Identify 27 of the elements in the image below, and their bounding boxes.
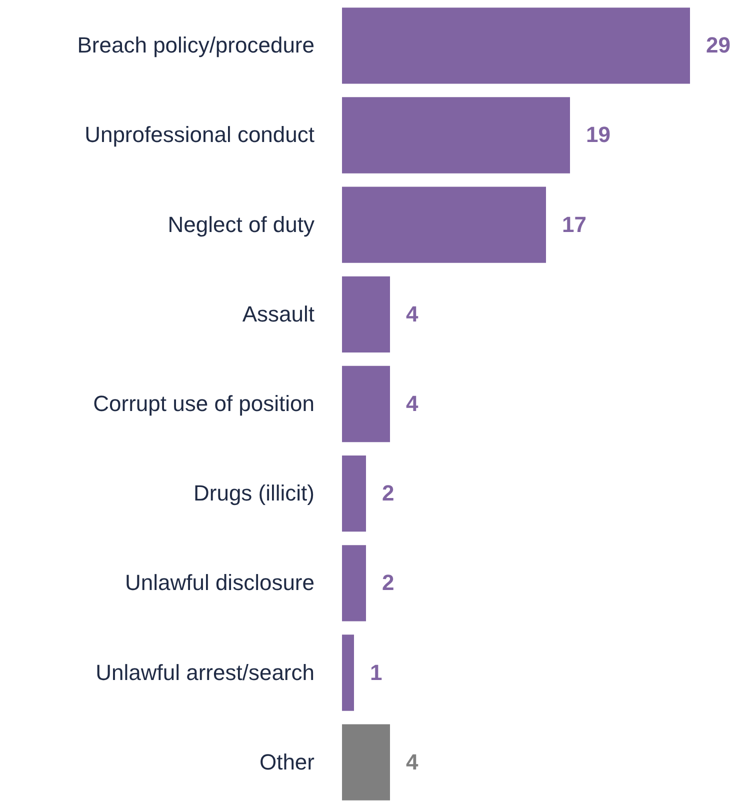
data-label: 4 <box>406 301 419 326</box>
y-tick-label: Neglect of duty <box>168 212 314 237</box>
data-label: 1 <box>370 660 382 685</box>
y-tick-label: Other <box>259 749 314 774</box>
bar <box>342 186 546 263</box>
y-tick-label: Unlawful disclosure <box>124 570 314 596</box>
bar <box>342 456 366 532</box>
y-tick-label: Unlawful arrest/search <box>96 660 314 685</box>
data-label: 2 <box>382 570 394 596</box>
bar <box>342 634 354 711</box>
y-tick-label: Breach policy/procedure <box>77 32 314 58</box>
data-label: 19 <box>586 122 610 148</box>
bar <box>342 97 570 174</box>
bar <box>342 8 690 84</box>
data-label: 2 <box>382 480 394 506</box>
bar <box>342 366 390 442</box>
y-tick-label: Corrupt use of position <box>93 391 314 416</box>
y-tick-label: Drugs (illicit) <box>194 480 314 506</box>
data-label: 4 <box>406 391 419 416</box>
bar <box>342 545 366 622</box>
y-tick-label: Unprofessional conduct <box>84 122 314 148</box>
data-label: 4 <box>406 749 419 774</box>
bar <box>342 724 390 800</box>
data-label: 29 <box>706 32 730 58</box>
y-tick-label: Assault <box>242 301 314 326</box>
bar <box>342 276 390 352</box>
data-label: 17 <box>562 212 586 237</box>
